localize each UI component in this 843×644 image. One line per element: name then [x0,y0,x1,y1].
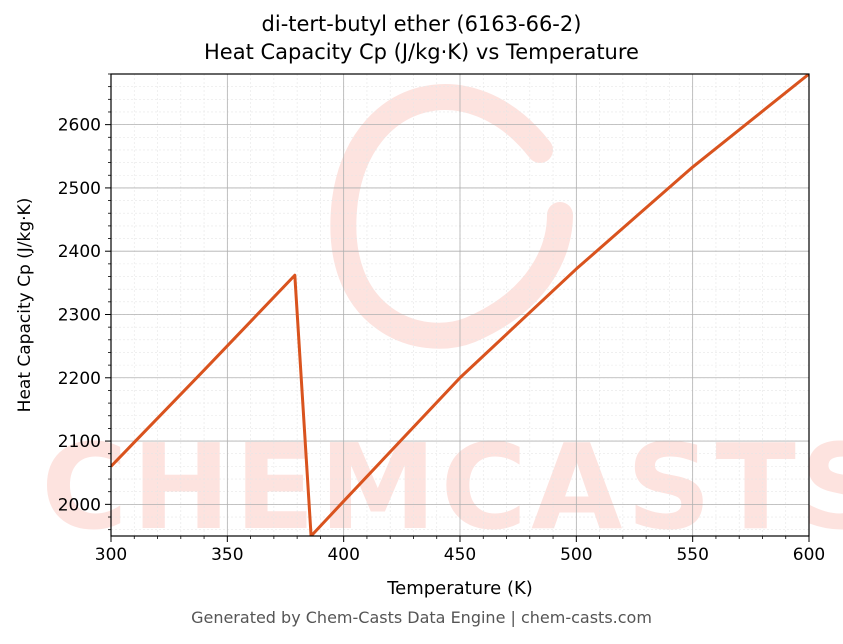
chart-title-line-1: di-tert-butyl ether (6163-66-2) [261,12,582,36]
watermark-text: CHEMCASTS [41,418,843,556]
x-tick-label: 300 [95,545,127,565]
x-axis-label: Temperature (K) [386,578,533,599]
y-tick-label: 2300 [58,305,101,325]
y-tick-label: 2500 [58,179,101,199]
x-tick-label: 350 [211,545,243,565]
y-tick-label: 2000 [58,495,101,515]
x-tick-label: 500 [560,545,592,565]
y-tick-label: 2100 [58,432,101,452]
y-tick-label: 2400 [58,242,101,262]
footer-credit: Generated by Chem-Casts Data Engine | ch… [191,608,652,627]
y-axis-label: Heat Capacity Cp (J/kg·K) [15,198,35,413]
x-tick-label: 600 [793,545,825,565]
axes: 300 350 400 450 500 550 600 2000 2100 2200 2300 240… [15,73,825,599]
x-tick-label: 450 [444,545,476,565]
watermark-swirl [330,84,573,349]
y-tick-label: 2200 [58,369,101,389]
x-tick-label: 550 [676,545,708,565]
x-tick-label: 400 [327,545,359,565]
chart-title-line-2: Heat Capacity Cp (J/kg·K) vs Temperature [204,40,639,64]
series-line [111,74,809,536]
series-layer [111,74,809,536]
watermark: CHEMCASTS [41,84,843,556]
grid [110,73,810,536]
y-tick-label: 2600 [58,116,101,136]
